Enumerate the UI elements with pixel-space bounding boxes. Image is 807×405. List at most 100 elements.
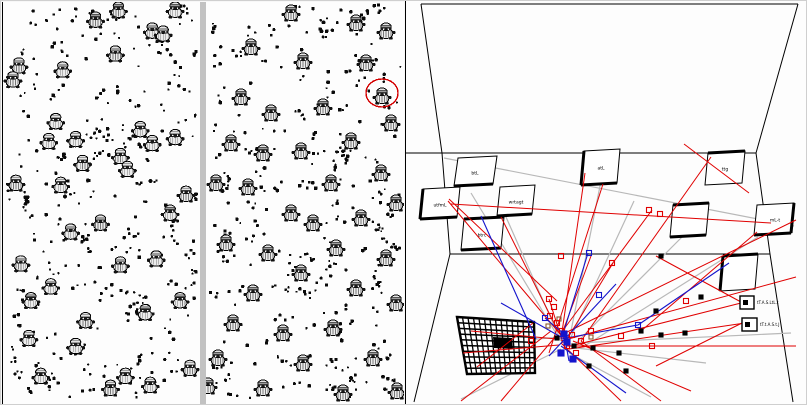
food-dot: [153, 180, 156, 183]
food-dot: [16, 312, 21, 317]
food-dot: [89, 195, 92, 198]
food-dot: [10, 360, 13, 363]
room-outline: [755, 3, 799, 403]
food-dot: [309, 256, 312, 259]
food-dot: [184, 287, 187, 290]
station-box[interactable]: utfmL: [418, 186, 461, 221]
food-dot: [372, 342, 376, 347]
network-node: [563, 338, 571, 346]
food-dot: [386, 376, 390, 381]
arena-view-right[interactable]: [206, 2, 404, 405]
labeled-agent-node[interactable]: tT.t.A.S.t.J: [741, 317, 779, 332]
food-dot: [314, 289, 317, 292]
food-dot: [167, 88, 170, 91]
food-dot: [305, 31, 309, 34]
food-dot: [86, 179, 89, 183]
food-dot: [134, 391, 138, 395]
food-dot: [326, 17, 329, 20]
food-dot: [297, 183, 302, 188]
food-dot: [312, 323, 317, 327]
food-dot: [23, 202, 27, 206]
network-node: [557, 349, 565, 357]
food-dot: [298, 287, 302, 291]
food-dot: [139, 181, 143, 185]
food-dot: [375, 324, 378, 327]
network-edge: [563, 252, 589, 332]
food-dot: [211, 30, 215, 34]
food-dot: [187, 314, 190, 317]
station-box[interactable]: [718, 252, 759, 292]
food-dot: [150, 371, 154, 375]
food-dot: [377, 284, 381, 288]
food-dot: [321, 20, 326, 25]
food-dot: [235, 394, 239, 398]
food-dot: [263, 190, 266, 193]
station-box[interactable]: ttg: [704, 149, 746, 186]
panel-divider: [200, 2, 206, 404]
network-edge: [500, 335, 557, 402]
food-dot: [353, 373, 357, 377]
food-dot: [319, 29, 324, 34]
network-edge: [470, 330, 558, 340]
food-dot: [214, 295, 218, 299]
food-dot: [192, 296, 196, 300]
labeled-agent-node[interactable]: tT.A.S.LtL.t: [739, 295, 779, 310]
food-dot: [326, 96, 329, 99]
network-edge: [548, 283, 617, 357]
food-dot: [299, 47, 304, 52]
food-dot: [349, 10, 353, 14]
station-box[interactable]: btL: [453, 155, 498, 188]
food-dot: [169, 318, 172, 321]
arena-view-left[interactable]: [2, 2, 200, 405]
food-dot: [143, 90, 146, 93]
network-node: [682, 297, 690, 305]
food-dot: [98, 151, 102, 155]
food-dot: [222, 260, 225, 263]
station-box[interactable]: [669, 201, 710, 239]
food-dot: [60, 41, 64, 44]
warehouse-3d-view[interactable]: btL utfmL wrtagt btrc atL ttg mL-t tT.A.S.LtL.t…: [405, 1, 807, 405]
food-dot: [387, 106, 391, 110]
station-box[interactable]: atL: [579, 148, 621, 187]
robot-icon: [281, 204, 301, 222]
food-dot: [71, 286, 75, 291]
food-dot: [307, 181, 311, 184]
food-dot: [360, 248, 365, 253]
network-edge: [447, 200, 567, 342]
food-dot: [381, 375, 385, 379]
food-dot: [52, 41, 57, 45]
food-dot: [16, 288, 19, 292]
food-dot: [335, 21, 339, 25]
food-dot: [85, 237, 89, 241]
food-dot: [58, 8, 62, 12]
food-dot: [31, 9, 35, 13]
food-dot: [24, 209, 27, 212]
food-dot: [63, 194, 67, 199]
food-dot: [283, 318, 287, 322]
food-dot: [11, 345, 13, 348]
food-dot: [6, 189, 10, 193]
food-dot: [316, 152, 320, 155]
station-box[interactable]: mL-t: [753, 202, 796, 237]
food-dot: [49, 240, 53, 244]
food-dot: [337, 107, 342, 112]
food-dot: [47, 385, 51, 389]
robot-icon: [108, 2, 129, 19]
network-node: [698, 294, 704, 300]
food-dot: [339, 8, 343, 12]
food-dot: [235, 217, 239, 221]
food-dot: [351, 206, 355, 210]
food-dot: [128, 304, 132, 309]
robot-icon: [241, 38, 261, 56]
station-box[interactable]: wrtagt: [496, 184, 536, 218]
robot-icon: [170, 292, 191, 310]
station-box[interactable]: btrc: [460, 215, 505, 252]
food-dot: [127, 227, 130, 231]
food-dot: [305, 252, 309, 256]
food-dot: [215, 382, 218, 385]
agent-node-label: tT.t.A.S.t.J: [760, 322, 779, 327]
robot-icon: [206, 377, 218, 395]
food-dot: [385, 240, 389, 244]
food-dot: [325, 388, 329, 392]
food-dot: [137, 142, 141, 147]
